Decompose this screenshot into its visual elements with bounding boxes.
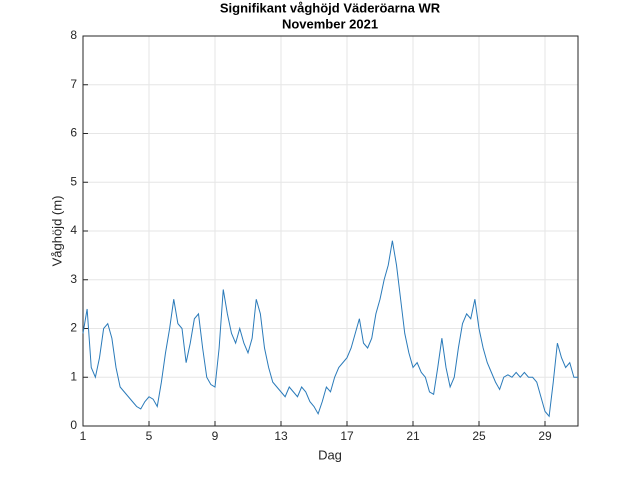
y-tick-label: 7	[70, 77, 77, 91]
x-tick-label: 25	[472, 429, 486, 443]
x-tick-label: 29	[538, 429, 552, 443]
x-tick-label: 13	[274, 429, 288, 443]
data-line	[82, 240, 578, 418]
x-tick-label: 17	[340, 429, 354, 443]
chart-subtitle: November 2021	[282, 16, 378, 31]
x-tick-label: 5	[146, 429, 153, 443]
chart-title: Signifikant våghöjd Väderöarna WR	[220, 0, 441, 15]
y-tick-label: 3	[70, 272, 77, 286]
y-tick-label: 1	[70, 369, 77, 383]
x-tick-label: 1	[80, 429, 87, 443]
y-tick-label: 5	[70, 174, 77, 188]
y-tick-label: 4	[70, 223, 77, 237]
x-axis-label: Dag	[318, 447, 342, 462]
y-tick-label: 2	[70, 321, 77, 335]
y-tick-label: 6	[70, 126, 77, 140]
y-tick-label: 8	[70, 28, 77, 42]
y-axis-label: Våghöjd (m)	[49, 196, 64, 267]
plot-frame	[82, 35, 579, 427]
x-tick-label: 9	[212, 429, 219, 443]
x-tick-label: 21	[406, 429, 420, 443]
y-tick-label: 0	[70, 418, 77, 432]
